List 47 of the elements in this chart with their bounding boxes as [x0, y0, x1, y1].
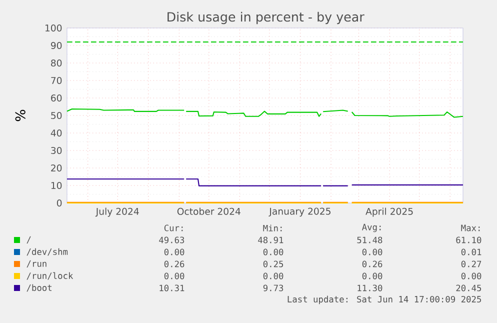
y-tick-label: 80	[51, 59, 62, 67]
text: 20.45	[456, 284, 482, 292]
legend-label: /boot	[26, 284, 52, 292]
text: 0.00	[362, 248, 382, 256]
x-tick-label: July 2024	[95, 208, 139, 217]
chart-title: Disk usage in percent - by year	[168, 12, 364, 24]
legend-label: /run	[26, 260, 46, 268]
text: 0.00	[263, 248, 284, 256]
text: 0.00	[164, 248, 184, 256]
text: 10.31	[160, 284, 184, 292]
legend-label: /run/lock	[26, 272, 74, 280]
legend-label: /	[26, 236, 31, 244]
text: 61.10	[456, 236, 482, 244]
text: 0.25	[263, 260, 284, 268]
y-tick-label: 50	[51, 112, 62, 120]
text: Min:	[263, 224, 282, 232]
text: Last update: Sat Jun 14 17:00:09 2025	[288, 296, 482, 304]
text: 0.00	[362, 272, 382, 280]
text: 9.73	[263, 284, 284, 292]
y-tick-label: 70	[51, 76, 62, 84]
x-tick-label: April 2025	[366, 208, 413, 217]
text: 51.48	[357, 236, 382, 244]
x-tick-label: October 2024	[177, 208, 240, 215]
x-tick-label: January 2025	[268, 208, 330, 217]
text: 0.01	[461, 248, 482, 256]
y-tick-label: 40	[50, 129, 62, 137]
text: Avg:	[362, 224, 381, 232]
text: 0.00	[164, 272, 184, 280]
y-tick-label: 100	[46, 24, 62, 32]
text: 0.26	[362, 260, 382, 268]
text: 48.91	[258, 236, 284, 244]
y-tick-label: 90	[51, 42, 62, 50]
text: Max:	[461, 224, 480, 232]
text: 0.00	[263, 272, 284, 280]
legend-label: /dev/shm	[26, 248, 68, 256]
y-axis-title: %	[15, 110, 26, 122]
y-tick-label: 20	[51, 164, 62, 172]
text: 0.26	[164, 260, 184, 268]
text: 11.30	[358, 284, 382, 292]
text: Cur:	[164, 224, 183, 232]
y-tick-label: 10	[51, 182, 62, 190]
text: 0.27	[461, 260, 482, 268]
y-tick-label: 60	[51, 94, 62, 102]
text: 49.63	[159, 236, 184, 244]
text: 0.00	[461, 272, 482, 280]
y-tick-label: 0	[56, 199, 62, 207]
y-tick-label: 30	[51, 146, 62, 154]
